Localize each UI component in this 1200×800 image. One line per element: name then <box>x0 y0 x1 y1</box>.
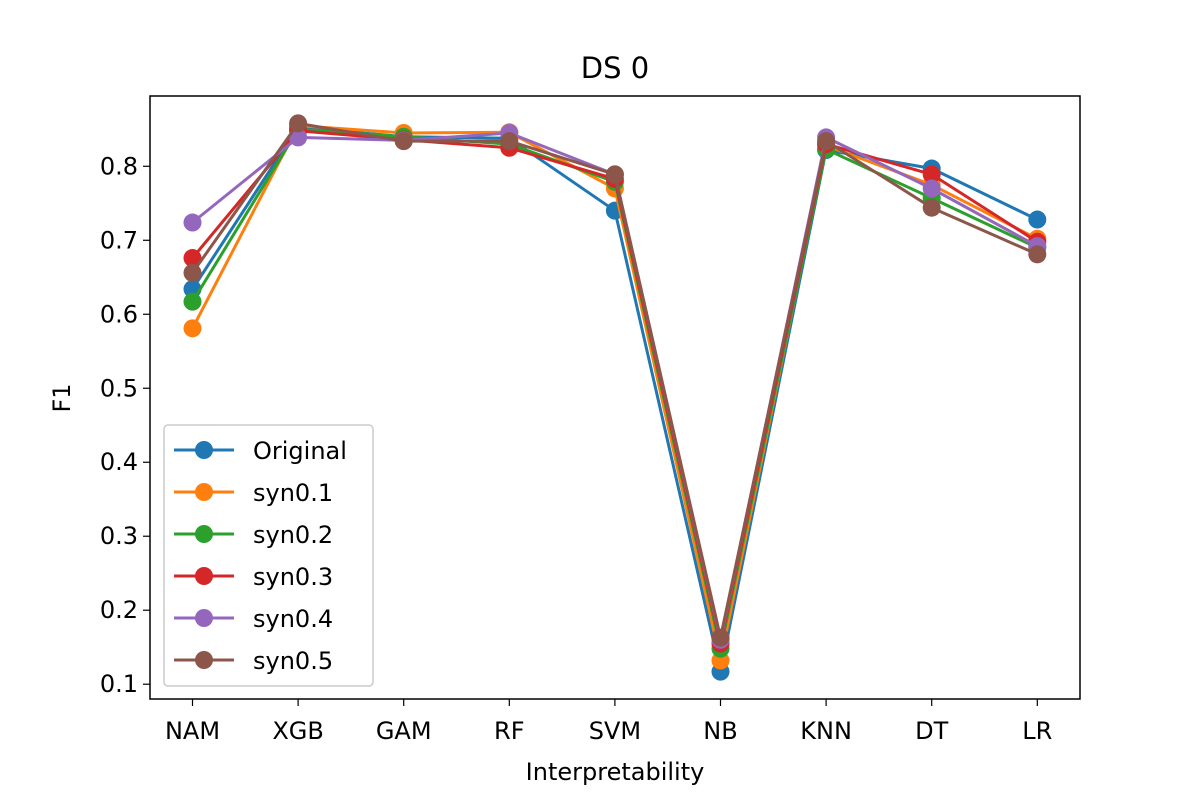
series-syn0.5 <box>183 114 1047 647</box>
x-tick-label: XGB <box>272 717 324 745</box>
legend-item: Original <box>174 437 347 465</box>
data-point <box>922 165 941 184</box>
legend-item: syn0.2 <box>174 521 333 549</box>
data-point <box>605 165 624 184</box>
legend-item: syn0.3 <box>174 563 333 591</box>
y-tick-label: 0.2 <box>100 596 138 624</box>
data-point <box>1028 245 1047 264</box>
legend-swatch-marker <box>195 609 213 627</box>
data-point <box>922 198 941 217</box>
data-point <box>817 132 836 151</box>
y-tick-label: 0.5 <box>100 374 138 402</box>
series-lines <box>183 114 1047 681</box>
data-point <box>922 179 941 198</box>
legend-label: syn0.2 <box>253 521 333 549</box>
y-tick-label: 0.4 <box>100 448 138 476</box>
data-point <box>289 114 308 133</box>
legend: Original syn0.1 syn0.2 syn0.3 syn0.4 syn0.5 <box>163 424 374 687</box>
legend-label: syn0.3 <box>253 563 333 591</box>
legend-item: syn0.5 <box>174 647 333 675</box>
data-point <box>500 132 519 151</box>
data-point <box>183 292 202 311</box>
y-axis-label: F1 <box>48 383 76 412</box>
legend-item: syn0.4 <box>174 605 333 633</box>
data-point <box>183 263 202 282</box>
legend-label: syn0.1 <box>253 479 333 507</box>
chart-title: DS 0 <box>581 51 649 85</box>
data-point <box>183 319 202 338</box>
legend-swatch-marker <box>195 483 213 501</box>
x-tick-label: KNN <box>800 717 852 745</box>
y-tick-label: 0.8 <box>100 152 138 180</box>
x-tick-label: GAM <box>376 717 432 745</box>
y-tick-label: 0.6 <box>100 300 138 328</box>
y-tick-label: 0.7 <box>100 226 138 254</box>
legend-label: syn0.4 <box>253 605 333 633</box>
x-tick-label: DT <box>915 717 948 745</box>
y-tick-label: 0.1 <box>100 670 138 698</box>
data-point <box>711 628 730 647</box>
data-point <box>394 132 413 151</box>
x-tick-label: SVM <box>589 717 641 745</box>
x-tick-label: NAM <box>165 717 220 745</box>
legend-item: syn0.1 <box>174 479 333 507</box>
data-point <box>1028 210 1047 229</box>
data-point <box>183 213 202 232</box>
x-tick-label: LR <box>1022 717 1052 745</box>
x-axis-label: Interpretability <box>526 758 705 786</box>
axis-ticks: NAM XGB GAM RF SVM NB KNN DT LR 0.1 0.2 0.3 0.4 0.5 0.… <box>100 152 1052 745</box>
legend-swatch-marker <box>195 525 213 543</box>
data-point <box>289 128 308 147</box>
x-tick-label: RF <box>494 717 524 745</box>
legend-swatch-marker <box>195 441 213 459</box>
plot-frame <box>149 95 1081 700</box>
legend-label: Original <box>253 437 347 465</box>
legend-box <box>163 424 374 687</box>
y-tick-label: 0.3 <box>100 522 138 550</box>
data-point <box>183 249 202 268</box>
legend-label: syn0.5 <box>253 647 333 675</box>
legend-swatch-marker <box>195 567 213 585</box>
legend-swatch-marker <box>195 651 213 669</box>
x-tick-label: NB <box>703 717 737 745</box>
